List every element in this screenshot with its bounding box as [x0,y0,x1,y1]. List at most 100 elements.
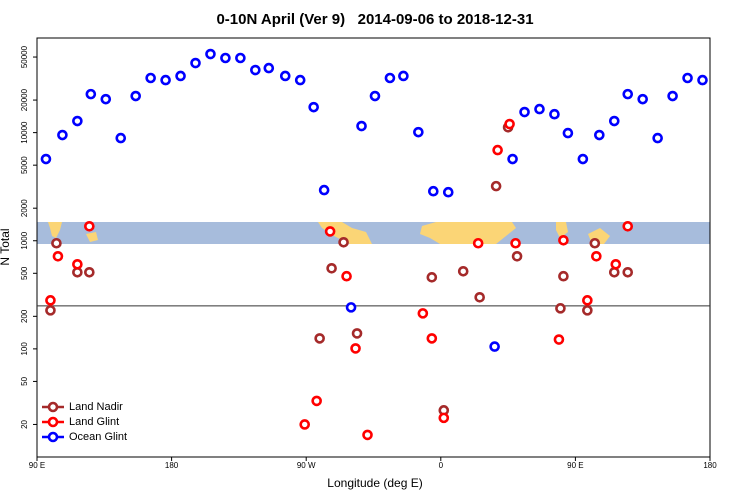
legend-marker [47,416,59,428]
point [72,258,83,270]
point [534,103,545,115]
point [130,90,142,102]
legend-marker [47,431,59,443]
point [324,226,336,237]
point [622,221,634,232]
y-tick-label: 1000 [20,231,29,249]
y-axis-label: N Total [0,228,12,265]
point [84,221,95,232]
point [608,115,620,127]
point [652,132,663,144]
point [490,180,502,192]
point [338,236,349,248]
point [190,57,201,69]
point [417,308,429,319]
y-tick-label: 10000 [20,121,29,144]
point [589,237,601,249]
x-tick-label: 90 E [567,461,583,470]
legend-label: Land Glint [69,416,119,428]
point [52,251,64,262]
x-tick-label: 180 [703,461,717,470]
x-tick-label: 90 E [29,461,45,470]
point [637,93,649,105]
point [40,153,52,165]
point [438,412,450,424]
point [558,270,569,282]
point [326,263,337,274]
point [507,153,518,165]
point [492,144,503,156]
point [426,333,438,344]
point [558,234,569,246]
legend-label: Ocean Glint [69,431,127,443]
point [519,106,530,118]
point [115,132,127,144]
point [356,120,367,132]
x-axis-label: Longitude (deg E) [327,476,422,490]
point [263,62,275,74]
point [250,64,261,76]
point [299,419,311,430]
point [345,302,357,313]
point [562,127,574,139]
point [555,303,566,314]
point [582,295,593,306]
y-tick-label: 500 [20,266,29,280]
point [504,118,515,130]
point [610,258,622,270]
point [235,52,246,64]
point [489,341,500,352]
point [220,52,231,64]
x-tick-label: 0 [439,461,444,470]
point [369,90,381,102]
point [426,272,438,283]
point [457,265,469,277]
y-tick-label: 20000 [20,88,29,111]
legend-label: Land Nadir [69,401,123,413]
point [582,305,593,316]
point [72,115,83,127]
point [398,70,409,82]
y-tick-label: 50000 [20,45,29,68]
point [314,333,325,344]
point [145,72,156,84]
x-tick-label: 90 W [297,461,316,470]
map-strip [37,222,710,244]
point [362,429,373,441]
point [553,334,565,345]
point [682,72,693,84]
point [318,184,330,196]
point [85,88,97,100]
point [308,101,319,113]
y-tick-label: 100 [20,342,29,356]
point [45,295,56,306]
point [100,93,112,105]
y-tick-label: 200 [20,309,29,323]
point [591,251,602,262]
point [594,129,605,141]
point [413,126,424,138]
point [622,266,634,278]
point [510,237,521,249]
point [57,129,68,141]
y-tick-label: 5000 [20,156,29,174]
y-tick-label: 50 [20,376,29,385]
point [341,270,352,282]
point [84,266,95,278]
point [511,251,523,262]
point [697,74,708,86]
point [51,237,62,249]
plot-frame [36,37,711,458]
point [474,291,485,303]
point [294,74,306,86]
point [351,328,363,339]
point [45,305,56,316]
point [350,343,361,354]
point [608,266,620,278]
point [160,74,171,86]
y-tick-label: 20 [20,419,29,428]
point [622,88,634,100]
legend-marker [47,401,59,413]
point [667,90,678,102]
